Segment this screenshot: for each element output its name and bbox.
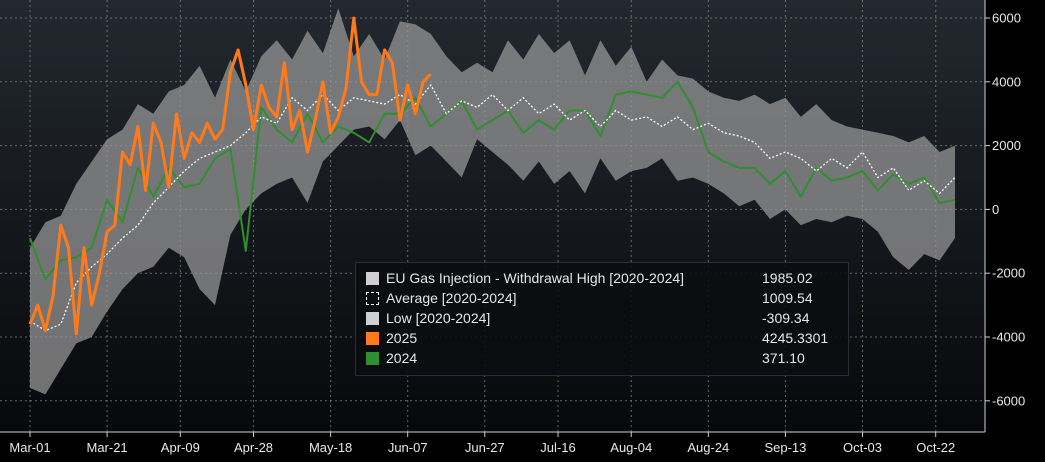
- y-tick-label: 0: [992, 202, 999, 217]
- legend-swatch-2025: [366, 332, 379, 345]
- series-2025-line: [28, 16, 432, 336]
- y-tick-label: 4000: [992, 74, 1021, 89]
- legend-swatch-low: [366, 312, 379, 325]
- axes: 6000 4000 2000 0 -2000 -4000 -6000 Mar-01 Mar-21…: [0, 0, 1025, 455]
- x-tick-label: Aug-04: [610, 440, 652, 455]
- x-tick-label: Apr-09: [161, 440, 200, 455]
- legend-swatch-2024: [366, 352, 379, 365]
- legend-item-average: Average [2020-2024] 1009.54: [364, 289, 840, 309]
- legend-value-2024: 371.10: [762, 350, 805, 366]
- series-2024-line: [29, 80, 956, 281]
- legend-value-average: 1009.54: [762, 290, 813, 306]
- y-tick-label: 6000: [992, 11, 1021, 26]
- legend-item-low: Low [2020-2024] -309.34: [364, 309, 840, 329]
- legend-swatch-high: [366, 272, 379, 285]
- x-tick-label: Sep-13: [764, 440, 806, 455]
- y-tick-label: -6000: [992, 393, 1025, 408]
- legend-item-2025: 2025 4245.3301: [364, 329, 840, 349]
- legend-value-low: -309.34: [762, 310, 810, 326]
- band-area: [30, 8, 955, 395]
- y-tick-label: -4000: [992, 330, 1025, 345]
- x-tick-label: Apr-28: [234, 440, 273, 455]
- series-lines: [28, 16, 956, 336]
- legend-label-2024: 2024: [386, 350, 418, 366]
- y-tick-label: 2000: [992, 138, 1021, 153]
- x-tick-label: Jul-16: [540, 440, 575, 455]
- x-tick-label: Oct-22: [916, 440, 955, 455]
- legend-label-2025: 2025: [386, 330, 418, 346]
- legend-value-2025: 4245.3301: [762, 330, 829, 346]
- legend-swatch-average: [366, 292, 379, 305]
- x-tick-label: Jun-07: [388, 440, 428, 455]
- x-tick-label: Mar-21: [86, 440, 127, 455]
- x-tick-label: Aug-24: [687, 440, 729, 455]
- x-tick-label: May-18: [309, 440, 352, 455]
- legend-value-high: 1985.02: [762, 270, 813, 286]
- legend-label-high: EU Gas Injection - Withdrawal High [2020…: [386, 270, 685, 286]
- x-tick-label: Oct-03: [843, 440, 882, 455]
- x-tick-label: Mar-01: [9, 440, 50, 455]
- legend-label-low: Low [2020-2024]: [386, 310, 491, 326]
- legend-label-average: Average [2020-2024]: [386, 290, 517, 306]
- legend-item-high: EU Gas Injection - Withdrawal High [2020…: [364, 269, 840, 289]
- legend-item-2024: 2024 371.10: [364, 349, 840, 369]
- x-tick-label: Jun-27: [465, 440, 505, 455]
- legend: EU Gas Injection - Withdrawal High [2020…: [355, 262, 849, 376]
- high-low-band: [30, 8, 955, 395]
- y-tick-label: -2000: [992, 266, 1025, 281]
